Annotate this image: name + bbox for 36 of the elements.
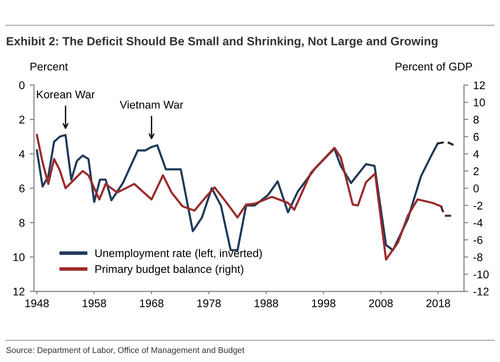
x-tick-label: 1968	[140, 299, 164, 308]
y2-tick-label: 0	[473, 184, 479, 192]
y2-tick-label: 4	[473, 150, 479, 158]
y2-tick-label: -10	[474, 270, 489, 278]
y-tick-label: 8	[19, 218, 24, 227]
legend-label: Primary budget balance (right)	[95, 264, 244, 276]
x-tick-label: 1998	[312, 299, 336, 308]
y2-tick-label: -4	[474, 219, 483, 227]
y2-tick-label: 12	[474, 81, 485, 90]
x-tick-label: 2008	[369, 299, 393, 308]
y2-tick-label: 6	[474, 132, 479, 141]
x-tick-label: 1958	[82, 299, 106, 308]
x-tick-label: 1948	[25, 299, 49, 308]
x-tick-label: 1988	[254, 299, 278, 308]
y-tick-label: 0	[19, 81, 25, 90]
y2-tick-label: -6	[474, 236, 482, 244]
y-tick-label: 2	[19, 116, 24, 124]
y2-axis-title: Percent of GDP	[396, 62, 472, 70]
annotation: Korean War	[37, 90, 95, 98]
x-tick-label: 2018	[426, 299, 450, 308]
y2-tick-label: 2	[474, 167, 479, 176]
y-axis-title: Percent	[30, 62, 68, 70]
y-tick-label: 10	[13, 253, 25, 262]
y2-tick-label: -2	[474, 202, 482, 210]
y2-tick-label: 10	[474, 98, 485, 106]
chart-title: Exhibit 2: The Deficit Should Be Small and Shrinking, Not Large and Growing	[6, 36, 438, 48]
y2-tick-label: 8	[474, 116, 479, 124]
y2-tick-label: -8	[474, 253, 482, 262]
y-tick-label: 4	[19, 150, 25, 158]
legend-label: Unemployment rate (left, inverted)	[95, 248, 262, 260]
source-note: Source: Department of Labor, Office of Management and Budget	[6, 346, 244, 355]
y2-tick-label: -12	[474, 288, 489, 296]
x-tick-label: 1978	[197, 299, 221, 308]
y-tick-label: 6	[19, 184, 24, 192]
annotation: Vietnam War	[120, 100, 184, 109]
y-tick-label: 12	[13, 288, 24, 296]
